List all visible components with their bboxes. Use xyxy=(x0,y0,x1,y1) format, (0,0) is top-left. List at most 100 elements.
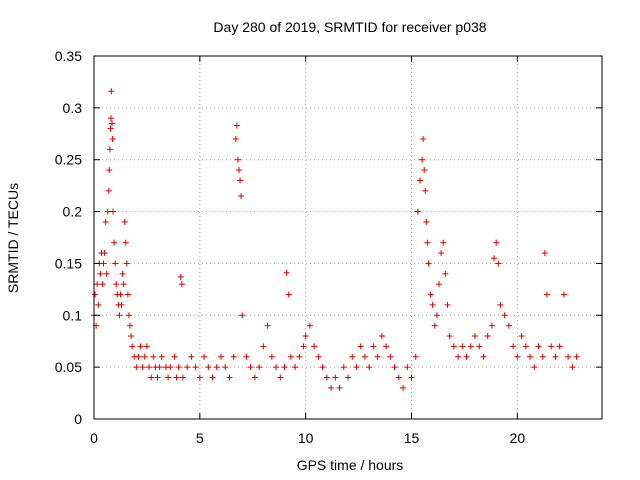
data-point xyxy=(233,122,240,129)
data-point xyxy=(349,353,356,360)
data-point xyxy=(522,343,529,350)
data-point xyxy=(455,353,462,360)
data-point xyxy=(154,374,161,381)
y-tick-label: 0.25 xyxy=(55,152,82,168)
data-point xyxy=(459,343,466,350)
data-point xyxy=(222,364,229,371)
data-point xyxy=(192,364,199,371)
data-point xyxy=(260,343,267,350)
data-point xyxy=(108,88,115,95)
data-point xyxy=(177,273,184,280)
data-point xyxy=(120,281,127,288)
data-point xyxy=(431,322,438,329)
data-point xyxy=(205,364,212,371)
data-point xyxy=(527,353,534,360)
data-point xyxy=(113,281,120,288)
data-point xyxy=(213,364,220,371)
data-point xyxy=(104,208,111,215)
data-point xyxy=(247,364,254,371)
chart-title: Day 280 of 2019, SRMTID for receiver p03… xyxy=(213,19,486,35)
y-tick-label: 0.2 xyxy=(63,204,83,220)
data-point xyxy=(442,270,449,277)
data-point xyxy=(128,333,135,340)
y-tick-label: 0.15 xyxy=(55,255,82,271)
data-point xyxy=(408,374,415,381)
data-point xyxy=(505,322,512,329)
data-point xyxy=(395,374,402,381)
data-point xyxy=(118,301,125,308)
data-point xyxy=(463,353,470,360)
data-point xyxy=(427,291,434,298)
data-point xyxy=(209,374,216,381)
data-point xyxy=(171,353,178,360)
data-point xyxy=(370,343,377,350)
data-point xyxy=(302,333,309,340)
x-tick-label: 5 xyxy=(196,430,204,446)
data-point xyxy=(184,364,191,371)
data-point xyxy=(173,374,180,381)
data-point xyxy=(201,353,208,360)
data-point xyxy=(124,291,131,298)
data-point xyxy=(110,208,117,215)
data-point xyxy=(112,260,119,267)
data-point xyxy=(531,364,538,371)
data-point xyxy=(122,239,129,246)
data-point xyxy=(569,364,576,371)
axis-frame xyxy=(93,55,603,420)
data-point xyxy=(400,384,407,391)
data-point xyxy=(94,281,101,288)
data-point xyxy=(446,333,453,340)
data-point xyxy=(495,260,502,267)
data-point xyxy=(268,353,275,360)
data-point xyxy=(450,343,457,350)
data-point xyxy=(108,120,115,127)
data-point xyxy=(573,353,580,360)
data-point xyxy=(404,364,411,371)
data-point xyxy=(296,353,303,360)
data-point xyxy=(109,135,116,142)
data-point xyxy=(565,353,572,360)
data-point xyxy=(137,343,144,350)
plot-border xyxy=(93,55,603,420)
data-point xyxy=(218,353,224,360)
data-point xyxy=(467,343,474,350)
data-point xyxy=(148,374,155,381)
data-point xyxy=(251,374,258,381)
data-point xyxy=(311,343,318,350)
data-point xyxy=(421,167,428,174)
data-point xyxy=(156,364,163,371)
x-axis-label: GPS time / hours xyxy=(297,457,404,473)
data-point xyxy=(514,353,521,360)
data-point xyxy=(391,364,398,371)
data-point xyxy=(226,374,233,381)
data-point xyxy=(493,239,500,246)
data-point xyxy=(488,322,495,329)
data-point xyxy=(234,156,241,163)
x-tick-label: 10 xyxy=(298,430,314,446)
data-point xyxy=(116,312,123,319)
data-point xyxy=(125,312,132,319)
data-point xyxy=(106,167,113,174)
data-point xyxy=(518,333,525,340)
y-tick-label: 0.35 xyxy=(55,48,82,64)
data-point xyxy=(107,115,114,122)
data-point xyxy=(357,343,364,350)
data-point xyxy=(105,187,112,194)
data-point xyxy=(133,364,140,371)
data-point xyxy=(111,239,118,246)
data-point xyxy=(264,322,271,329)
data-point xyxy=(414,208,421,215)
data-point xyxy=(306,322,313,329)
data-point xyxy=(336,384,343,391)
tick-labels: 0 0.05 0.1 0.15 0.2 0.25 0.3 0.35 0 5 10 15 20 xyxy=(55,48,526,446)
data-point xyxy=(102,218,109,225)
data-point xyxy=(438,250,445,257)
data-point xyxy=(97,270,104,277)
data-point xyxy=(501,312,508,319)
data-point xyxy=(273,364,280,371)
x-tick-label: 15 xyxy=(404,430,420,446)
data-point xyxy=(117,291,124,298)
data-point xyxy=(383,343,390,350)
data-point xyxy=(425,260,432,267)
